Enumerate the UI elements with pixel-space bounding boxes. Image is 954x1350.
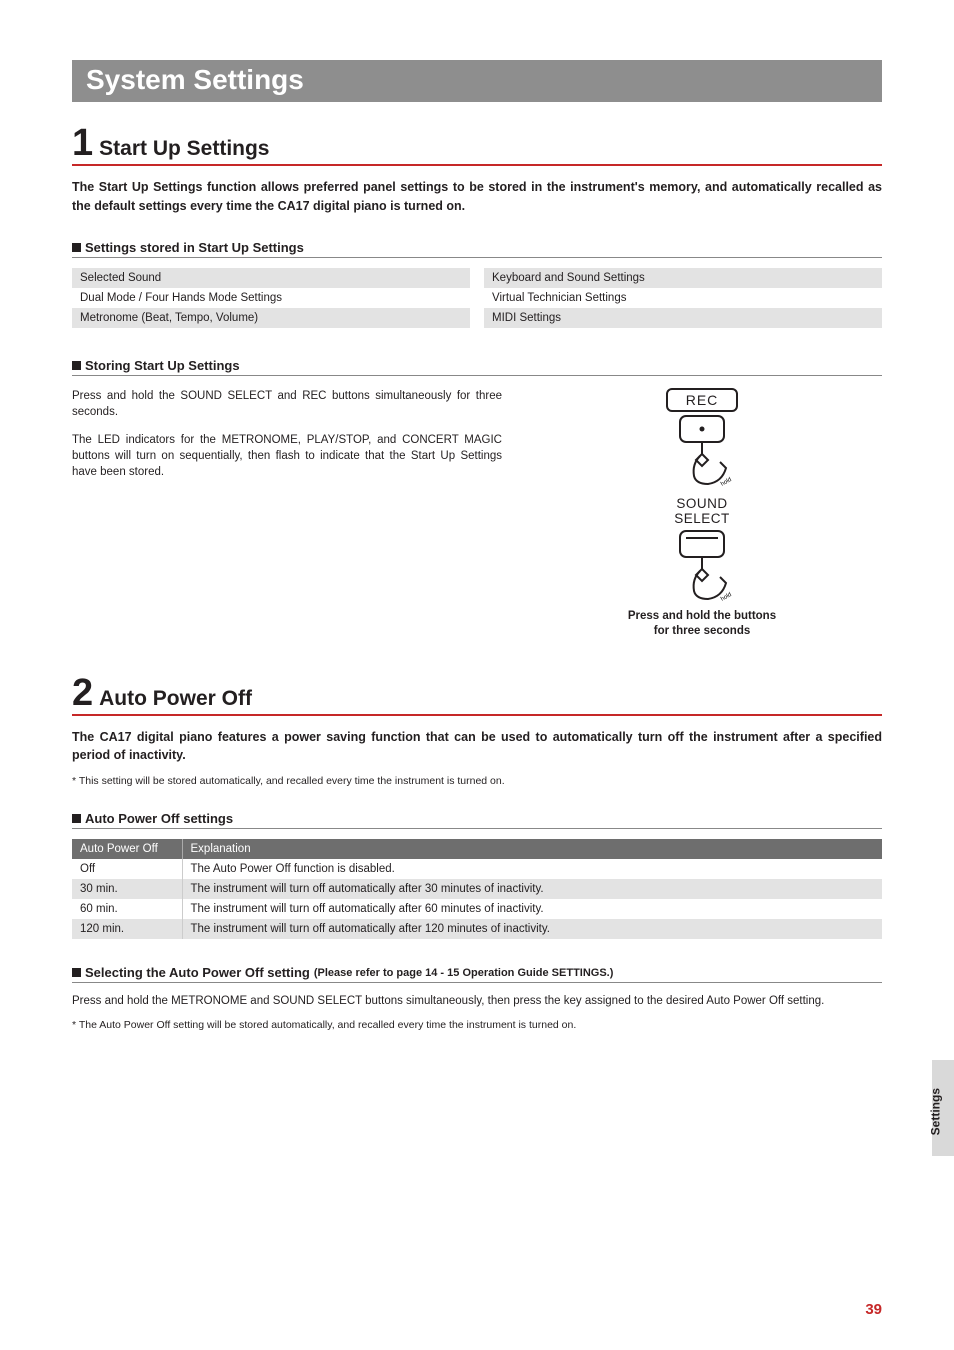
stored-settings-right-col: Keyboard and Sound Settings Virtual Tech… — [484, 268, 882, 328]
sub-heading-label: Storing Start Up Settings — [85, 358, 240, 373]
press-button-icon: hold — [672, 529, 732, 605]
sound-select-label: SOUND SELECT — [522, 496, 882, 527]
table-row: 30 min. The instrument will turn off aut… — [72, 879, 882, 899]
svg-text:hold: hold — [720, 591, 732, 602]
storing-para-2: The LED indicators for the METRONOME, PL… — [72, 432, 502, 480]
table-cell: The Auto Power Off function is disabled. — [182, 859, 882, 879]
sub-heading-label: Settings stored in Start Up Settings — [85, 240, 304, 255]
rec-button-group: REC hold — [522, 388, 882, 490]
table-cell: The instrument will turn off automatical… — [182, 879, 882, 899]
section-2-footnote: * This setting will be stored automatica… — [72, 775, 882, 787]
section-1-number: 1 — [72, 124, 93, 162]
sub-heading-storing: Storing Start Up Settings — [72, 358, 882, 376]
caption-line-1: Press and hold the buttons — [522, 609, 882, 625]
stored-settings-table: Selected Sound Dual Mode / Four Hands Mo… — [72, 268, 882, 328]
bullet-marker-icon — [72, 814, 81, 823]
table-row: Off The Auto Power Off function is disab… — [72, 859, 882, 879]
bullet-marker-icon — [72, 243, 81, 252]
storing-body: Press and hold the SOUND SELECT and REC … — [72, 388, 882, 640]
table-cell: 30 min. — [72, 879, 182, 899]
table-row: 120 min. The instrument will turn off au… — [72, 919, 882, 939]
section-1-heading: 1 Start Up Settings — [72, 124, 882, 166]
storing-para-1: Press and hold the SOUND SELECT and REC … — [72, 388, 502, 420]
caption-line-2: for three seconds — [522, 624, 882, 640]
svg-text:hold: hold — [720, 476, 732, 487]
selecting-apo-footnote: * The Auto Power Off setting will be sto… — [72, 1019, 882, 1031]
rec-label: REC — [666, 388, 739, 412]
section-2-title: Auto Power Off — [99, 687, 252, 711]
sound-select-line-1: SOUND — [522, 496, 882, 512]
table-cell: Off — [72, 859, 182, 879]
sub-heading-label: Auto Power Off settings — [85, 811, 233, 826]
sub-heading-apo-settings: Auto Power Off settings — [72, 811, 882, 829]
table-row: Selected Sound — [72, 268, 470, 288]
section-1-intro: The Start Up Settings function allows pr… — [72, 178, 882, 216]
sub-heading-note: (Please refer to page 14 - 15 Operation … — [314, 967, 614, 979]
auto-power-off-table: Auto Power Off Explanation Off The Auto … — [72, 839, 882, 939]
table-row: Dual Mode / Four Hands Mode Settings — [72, 288, 470, 308]
storing-text: Press and hold the SOUND SELECT and REC … — [72, 388, 502, 492]
table-cell: 120 min. — [72, 919, 182, 939]
sub-heading-selecting-apo: Selecting the Auto Power Off setting (Pl… — [72, 965, 882, 983]
section-1-title: Start Up Settings — [99, 137, 269, 161]
bullet-marker-icon — [72, 968, 81, 977]
stored-settings-left-col: Selected Sound Dual Mode / Four Hands Mo… — [72, 268, 470, 328]
bullet-marker-icon — [72, 361, 81, 370]
page-root: System Settings 1 Start Up Settings The … — [0, 0, 954, 1350]
table-cell: 60 min. — [72, 899, 182, 919]
table-header: Auto Power Off — [72, 839, 182, 859]
page-number: 39 — [865, 1301, 882, 1318]
selecting-apo-para: Press and hold the METRONOME and SOUND S… — [72, 993, 882, 1009]
sub-heading-label: Selecting the Auto Power Off setting — [85, 965, 310, 980]
sound-select-line-2: SELECT — [522, 511, 882, 527]
button-illustration: REC hold SOUND SELECT hold — [522, 388, 882, 640]
table-header-row: Auto Power Off Explanation — [72, 839, 882, 859]
section-2-number: 2 — [72, 674, 93, 712]
sub-heading-stored-settings: Settings stored in Start Up Settings — [72, 240, 882, 258]
table-header: Explanation — [182, 839, 882, 859]
section-2-heading: 2 Auto Power Off — [72, 674, 882, 716]
section-2-intro: The CA17 digital piano features a power … — [72, 728, 882, 766]
side-tab-label: Settings — [928, 1088, 942, 1135]
table-row: MIDI Settings — [484, 308, 882, 328]
table-row: Keyboard and Sound Settings — [484, 268, 882, 288]
illustration-caption: Press and hold the buttons for three sec… — [522, 609, 882, 640]
table-row: Metronome (Beat, Tempo, Volume) — [72, 308, 470, 328]
table-row: Virtual Technician Settings — [484, 288, 882, 308]
table-cell: The instrument will turn off automatical… — [182, 919, 882, 939]
table-cell: The instrument will turn off automatical… — [182, 899, 882, 919]
chapter-title: System Settings — [72, 60, 882, 102]
table-row: 60 min. The instrument will turn off aut… — [72, 899, 882, 919]
press-button-icon: hold — [672, 414, 732, 490]
